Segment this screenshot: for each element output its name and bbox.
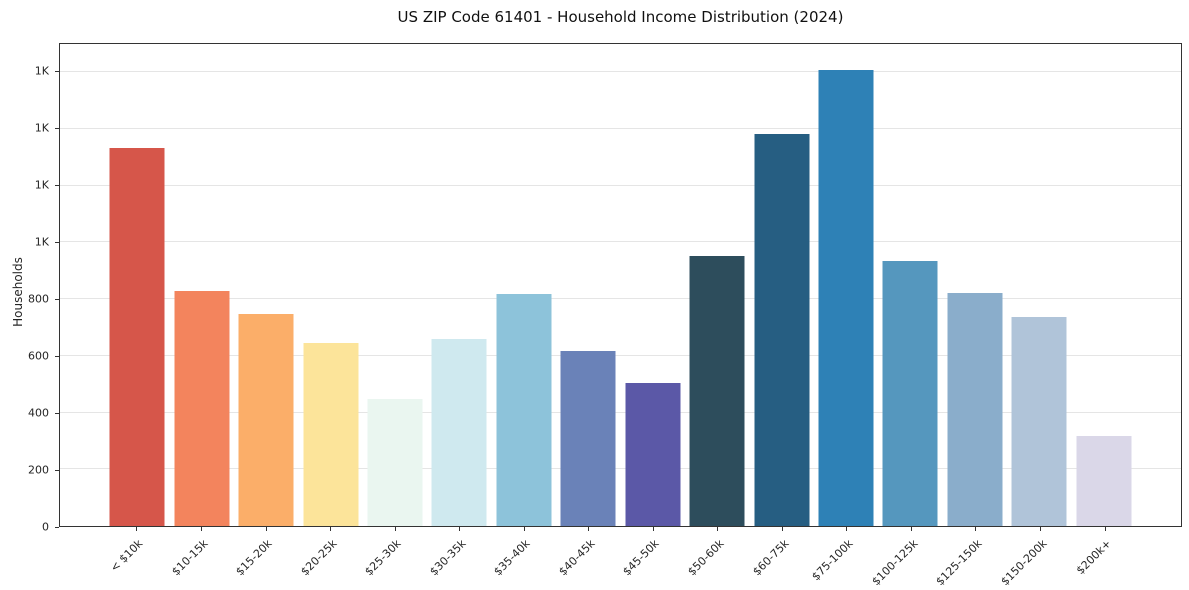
y-tick-mark	[55, 412, 59, 414]
bar	[431, 338, 487, 526]
x-tick-label: $60-75k	[749, 537, 792, 579]
bar	[882, 261, 938, 526]
plot-area	[59, 43, 1182, 527]
x-tick-mark	[846, 527, 848, 531]
grid-line	[60, 354, 1181, 356]
x-tick-label: $15-20k	[233, 537, 275, 579]
x-tick-mark	[975, 527, 977, 531]
grid-line	[60, 184, 1181, 186]
y-tick-label: 1K	[34, 235, 49, 249]
y-tick-mark	[55, 298, 59, 300]
y-tick-mark	[55, 355, 59, 357]
y-tick-mark	[55, 526, 59, 528]
x-tick-label: $125-150k	[933, 537, 985, 589]
y-axis-ticks: 0 200 400 600 800 1K 1K 1K 1K	[0, 43, 59, 533]
y-tick-mark	[55, 184, 59, 186]
x-axis-ticks: < $10k $10-15k $15-20k $20-25k $25-30k $30-35…	[59, 527, 1182, 590]
x-tick-mark	[394, 527, 396, 531]
y-tick-label: 800	[28, 292, 49, 306]
y-tick-label: 1K	[34, 121, 49, 135]
grid-line	[60, 468, 1181, 470]
grid-line	[60, 411, 1181, 413]
y-tick-mark	[55, 241, 59, 243]
bar	[560, 351, 616, 526]
bar	[109, 148, 165, 526]
x-tick-mark	[1104, 527, 1106, 531]
x-tick-mark	[1039, 527, 1041, 531]
x-tick-mark	[330, 527, 332, 531]
x-tick-mark	[201, 527, 203, 531]
y-tick-mark	[55, 70, 59, 72]
y-tick-label: 0	[42, 520, 49, 534]
bar	[238, 314, 294, 526]
y-tick-mark	[55, 469, 59, 471]
y-tick-label: 400	[28, 406, 49, 420]
x-tick-label: $25-30k	[362, 537, 404, 579]
x-tick-label: $75-100k	[809, 537, 856, 584]
y-tick-label: 200	[28, 463, 49, 477]
x-tick-mark	[265, 527, 267, 531]
x-tick-label: < $10k	[108, 537, 146, 575]
grid-line	[60, 298, 1181, 300]
y-tick-mark	[55, 127, 59, 129]
chart-title: US ZIP Code 61401 - Household Income Dis…	[397, 8, 844, 26]
x-tick-label: $150-200k	[998, 537, 1050, 589]
bar	[818, 69, 874, 526]
y-tick-label: 1K	[34, 178, 49, 192]
bar	[1011, 317, 1067, 526]
x-tick-label: $200k+	[1073, 537, 1114, 578]
x-tick-label: $40-45k	[556, 537, 598, 579]
x-tick-mark	[717, 527, 719, 531]
y-tick-label: 1K	[34, 64, 49, 78]
bar	[625, 382, 681, 526]
x-tick-label: $35-40k	[491, 537, 533, 579]
bar	[496, 294, 552, 526]
x-tick-mark	[652, 527, 654, 531]
x-tick-mark	[523, 527, 525, 531]
x-tick-label: $45-50k	[620, 537, 662, 579]
grid-line	[60, 128, 1181, 130]
bar	[174, 291, 230, 526]
x-tick-label: $30-35k	[427, 537, 469, 579]
x-tick-label: $10-15k	[168, 537, 211, 579]
x-tick-mark	[910, 527, 912, 531]
x-tick-label: $20-25k	[298, 537, 340, 579]
grid-line	[60, 241, 1181, 243]
grid-line	[60, 71, 1181, 73]
x-tick-mark	[459, 527, 461, 531]
bar	[1076, 435, 1132, 526]
x-tick-mark	[136, 527, 138, 531]
bar	[689, 256, 745, 526]
y-tick-label: 600	[28, 349, 49, 363]
x-tick-label: $50-60k	[685, 537, 727, 579]
bar	[947, 293, 1003, 526]
bar	[367, 398, 423, 526]
bar	[303, 343, 359, 526]
x-tick-mark	[781, 527, 783, 531]
x-tick-label: $100-125k	[868, 537, 921, 589]
bar	[754, 134, 810, 526]
x-tick-mark	[588, 527, 590, 531]
